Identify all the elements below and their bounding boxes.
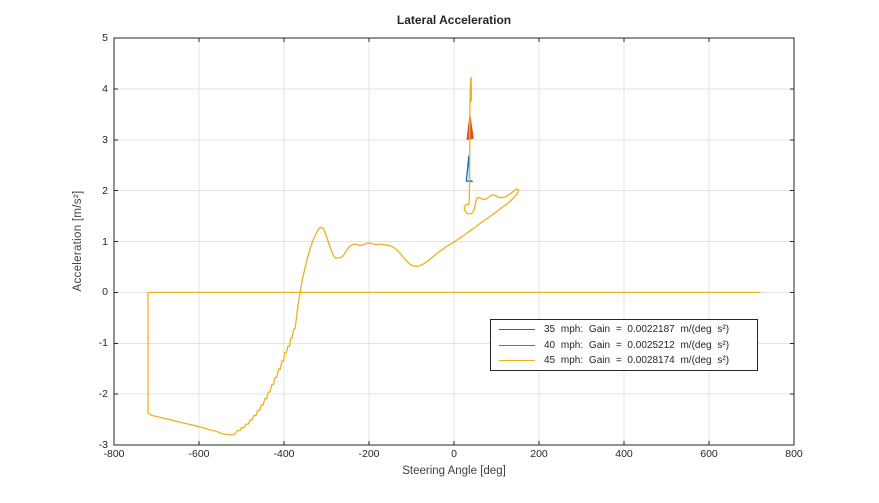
x-tick-label: 400 [615,448,633,460]
legend-entry-35mph: 35 mph: Gain = 0.0022187 m/(deg s²) [499,322,753,337]
x-tick-label: 0 [451,448,457,460]
y-tick-label: 3 [102,133,108,146]
y-tick-label: -1 [98,337,108,350]
x-tick-label: -600 [188,448,210,460]
legend-label: 45 mph: Gain = 0.0028174 m/(deg s²) [544,355,730,367]
y-tick-label: 5 [102,32,108,44]
x-tick-label: -400 [273,448,295,460]
x-tick-label: 200 [530,448,548,460]
y-tick-label: -2 [98,388,108,401]
chart-title: Lateral Acceleration [396,13,512,27]
y-tick-label: 4 [102,82,108,95]
y-tick-label: 0 [102,286,108,299]
y-tick-label: -3 [98,439,108,451]
legend-line-sample-orange [499,344,535,346]
x-tick-label: 600 [700,448,718,460]
legend-line-sample-blue [499,328,535,330]
y-axis-label: Acceleration [m/s²] [72,190,84,292]
x-tick-label: 800 [785,448,803,460]
y-tick-label: 1 [102,235,108,248]
legend-line-sample-yellow [499,360,535,362]
legend-entry-40mph: 40 mph: Gain = 0.0025212 m/(deg s²) [499,338,753,353]
legend-label: 35 mph: Gain = 0.0022187 m/(deg s²) [544,323,730,335]
series-line-45-mph [469,78,473,102]
x-axis-label: Steering Angle [deg] [402,465,506,477]
legend: 35 mph: Gain = 0.0022187 m/(deg s²) 40 m… [490,319,758,371]
y-tick-label: 2 [102,184,108,197]
x-tick-label: -200 [358,448,380,460]
legend-label: 40 mph: Gain = 0.0025212 m/(deg s²) [544,339,730,351]
legend-entry-45mph: 45 mph: Gain = 0.0028174 m/(deg s²) [499,353,753,368]
x-tick-label: -800 [103,448,125,460]
series-line-45-mph [147,77,761,436]
